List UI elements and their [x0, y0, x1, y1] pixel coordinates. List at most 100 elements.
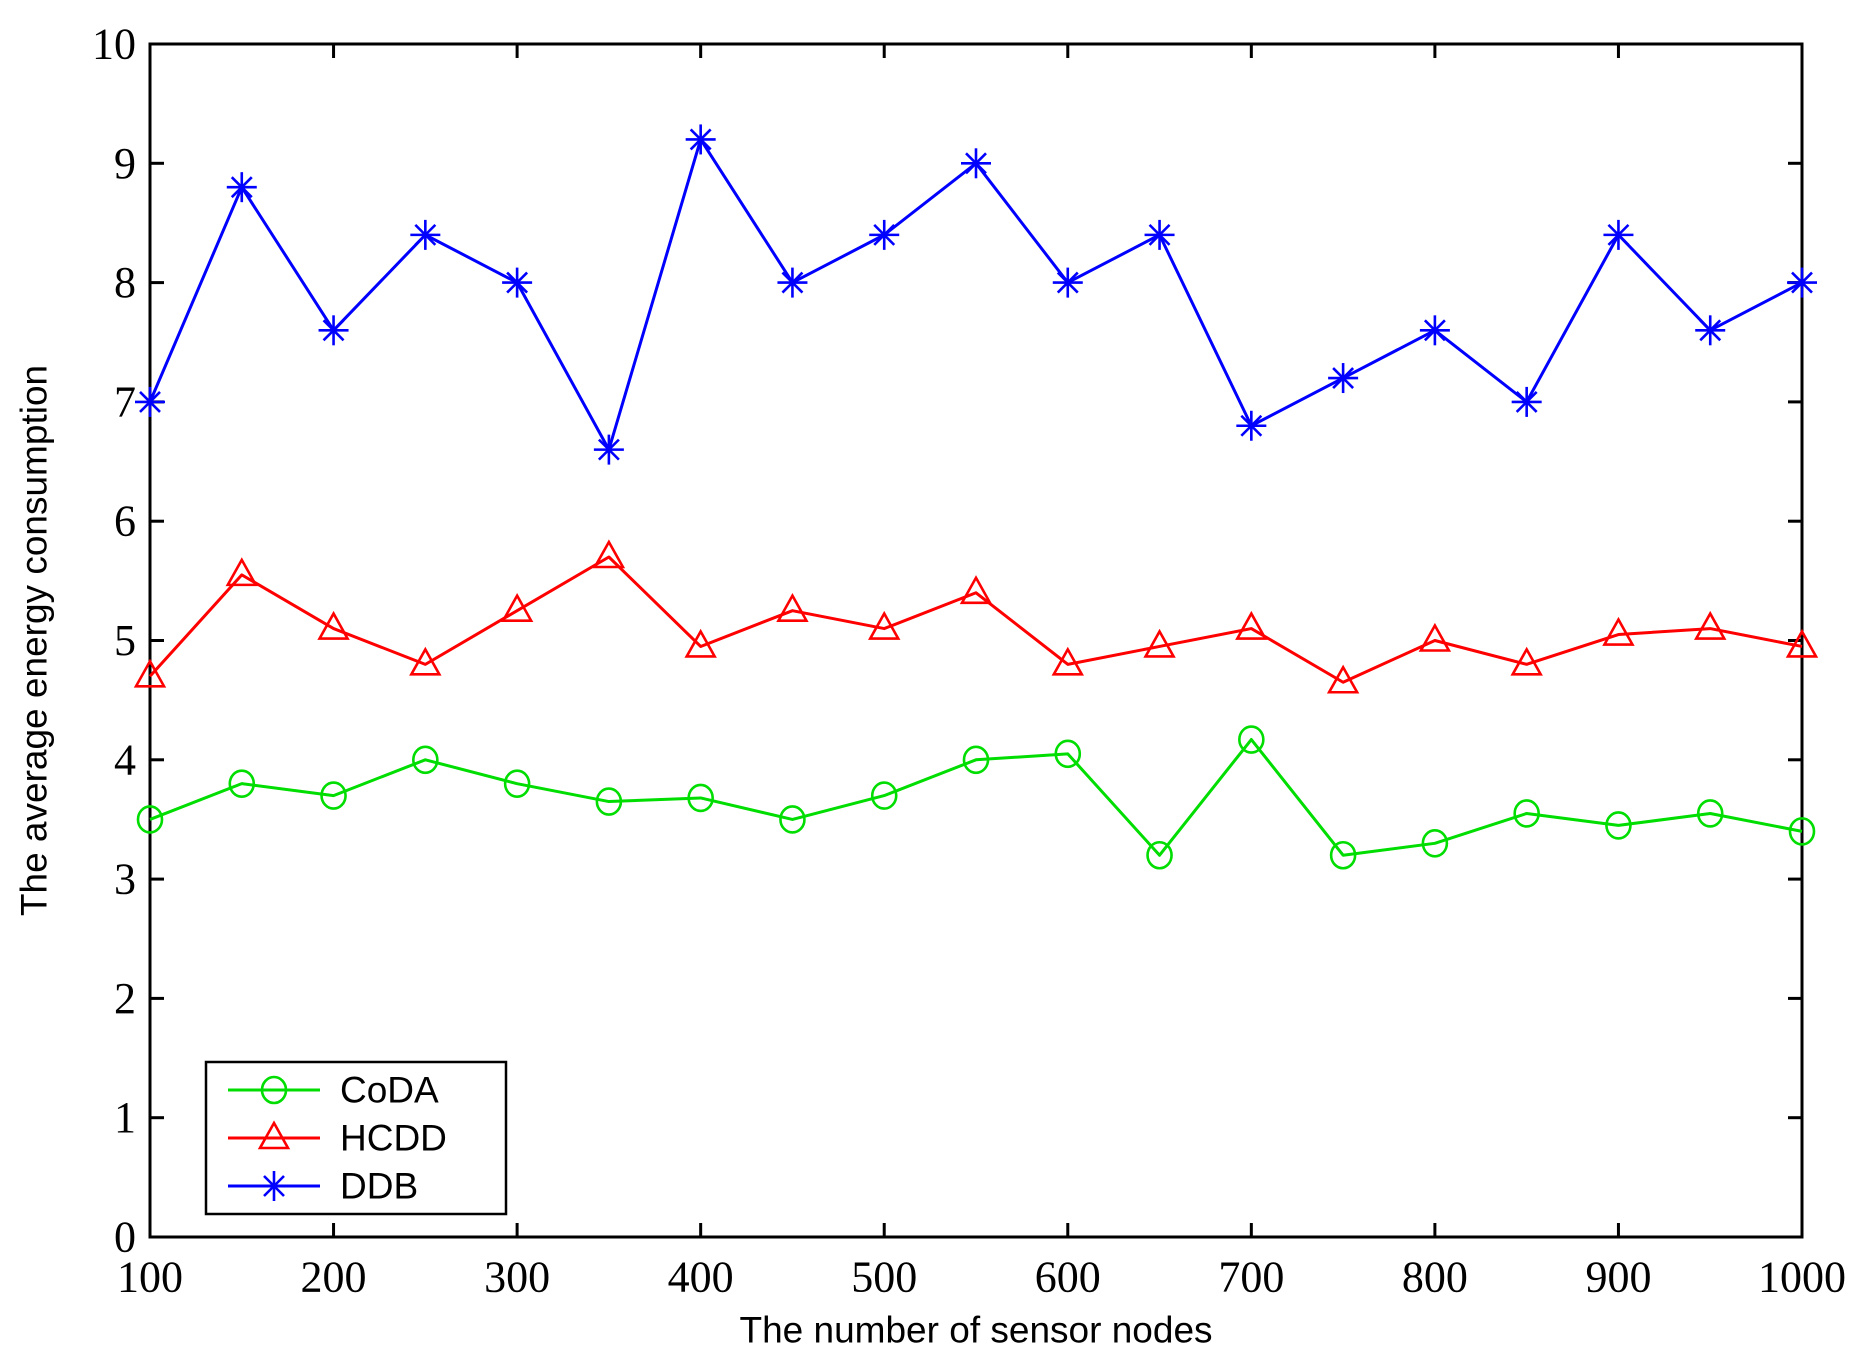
- circle-marker-icon: [1788, 817, 1816, 846]
- triangle-marker-icon: [1510, 646, 1543, 676]
- series-DDB: [135, 124, 1817, 465]
- y-tick-label: 2: [114, 974, 136, 1023]
- triangle-marker-icon: [684, 628, 717, 658]
- plot-box: [148, 42, 1804, 1239]
- legend-label: DDB: [340, 1166, 418, 1207]
- circle-marker-icon: [136, 805, 164, 834]
- circle-marker-icon: [1329, 840, 1357, 870]
- triangle-marker-icon: [1235, 610, 1268, 640]
- asterisk-marker-icon: [1148, 223, 1171, 246]
- asterisk-marker-icon: [597, 438, 620, 461]
- y-tick-label: 6: [114, 497, 136, 546]
- y-tick-label: 4: [114, 735, 136, 784]
- asterisk-marker-icon: [1515, 390, 1538, 413]
- y-tick-label: 7: [114, 377, 136, 426]
- circle-marker-icon: [228, 769, 256, 798]
- circle-marker-icon: [1421, 829, 1449, 858]
- asterisk-marker-icon: [139, 390, 161, 413]
- x-tick-label: 500: [851, 1253, 917, 1302]
- circle-marker-icon: [503, 769, 531, 798]
- circle-marker-icon: [260, 1075, 288, 1105]
- triangle-marker-icon: [1051, 646, 1084, 676]
- x-axis-label: The number of sensor nodes: [739, 1310, 1212, 1351]
- triangle-marker-icon: [959, 575, 993, 605]
- asterisk-marker-icon: [1791, 271, 1813, 294]
- y-axis-ticks: 0 1 2 3 4 5 6 7 8 9 10: [92, 20, 1802, 1262]
- y-tick-label: 9: [114, 139, 136, 188]
- circle-marker-icon: [1054, 739, 1082, 769]
- circle-marker-icon: [870, 781, 898, 810]
- triangle-marker-icon: [409, 646, 442, 676]
- asterisk-marker-icon: [506, 271, 529, 294]
- asterisk-marker-icon: [1607, 223, 1630, 246]
- asterisk-marker-icon: [1423, 319, 1446, 342]
- asterisk-marker-icon: [230, 176, 253, 199]
- legend: CoDA HCDD DDB: [204, 1060, 508, 1216]
- asterisk-marker-icon: [965, 152, 987, 175]
- circle-marker-icon: [1146, 840, 1173, 870]
- series-line-DDB: [148, 137, 1803, 452]
- x-tick-label: 100: [117, 1253, 183, 1302]
- y-axis-label: The average energy consumption: [14, 365, 55, 916]
- series-line-HCDD: [148, 555, 1803, 684]
- y-tick-label: 10: [92, 20, 136, 69]
- circle-marker-icon: [595, 787, 623, 816]
- legend-item-HCDD: HCDD: [228, 1118, 447, 1159]
- asterisk-marker-icon: [414, 223, 437, 246]
- circle-marker-icon: [779, 805, 806, 834]
- triangle-marker-icon: [1694, 610, 1727, 640]
- triangle-marker-icon: [1785, 628, 1819, 658]
- asterisk-marker-icon: [1699, 319, 1722, 342]
- triangle-marker-icon: [1418, 622, 1452, 652]
- x-tick-label: 1000: [1758, 1253, 1846, 1302]
- triangle-marker-icon: [1602, 616, 1635, 646]
- triangle-marker-icon: [776, 593, 809, 622]
- triangle-marker-icon: [257, 1120, 291, 1150]
- legend-item-DDB: DDB: [228, 1166, 418, 1207]
- circle-marker-icon: [320, 781, 347, 810]
- triangle-marker-icon: [868, 610, 901, 640]
- y-tick-label: 1: [114, 1093, 136, 1142]
- asterisk-marker-icon: [322, 319, 345, 342]
- legend-label: HCDD: [340, 1118, 447, 1159]
- circle-marker-icon: [1605, 811, 1632, 840]
- y-tick-label: 3: [114, 855, 136, 904]
- x-tick-label: 900: [1585, 1253, 1651, 1302]
- x-tick-label: 300: [484, 1253, 550, 1302]
- asterisk-marker-icon: [873, 223, 896, 246]
- asterisk-marker-icon: [689, 128, 712, 151]
- legend-label: CoDA: [340, 1070, 439, 1111]
- y-tick-label: 0: [114, 1213, 136, 1262]
- triangle-marker-icon: [1143, 628, 1176, 658]
- x-tick-label: 800: [1402, 1253, 1468, 1302]
- x-axis-ticks: 100 200 300 400 500 600 700 800 900 1000: [117, 44, 1846, 1302]
- asterisk-marker-icon: [263, 1175, 285, 1197]
- x-tick-label: 600: [1035, 1253, 1101, 1302]
- y-tick-label: 8: [114, 258, 136, 307]
- asterisk-marker-icon: [1240, 414, 1263, 437]
- triangle-marker-icon: [225, 557, 258, 587]
- x-tick-label: 700: [1218, 1253, 1284, 1302]
- triangle-marker-icon: [133, 658, 167, 688]
- series-HCDD: [133, 539, 1819, 694]
- asterisk-marker-icon: [1056, 271, 1079, 294]
- legend-item-CoDA: CoDA: [228, 1070, 439, 1111]
- circle-marker-icon: [1238, 725, 1265, 754]
- circle-marker-icon: [412, 745, 439, 775]
- circle-marker-icon: [1513, 799, 1540, 828]
- x-tick-label: 200: [301, 1253, 367, 1302]
- series-CoDA: [136, 725, 1816, 870]
- asterisk-marker-icon: [1332, 367, 1355, 389]
- x-tick-label: 400: [668, 1253, 734, 1302]
- circle-marker-icon: [962, 745, 990, 775]
- triangle-marker-icon: [1326, 664, 1360, 694]
- triangle-marker-icon: [500, 593, 534, 622]
- triangle-marker-icon: [317, 610, 350, 640]
- y-tick-label: 5: [114, 616, 136, 665]
- circle-marker-icon: [687, 783, 714, 813]
- triangle-marker-icon: [592, 539, 626, 569]
- circle-marker-icon: [1696, 799, 1724, 828]
- series-line-CoDA: [149, 738, 1803, 857]
